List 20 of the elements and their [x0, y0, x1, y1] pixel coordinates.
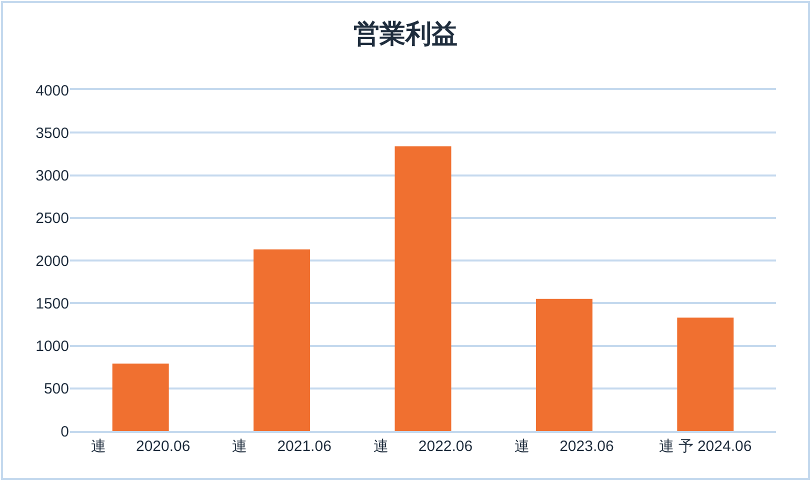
y-tick-label: 1500	[36, 295, 69, 312]
y-tick-label: 2500	[36, 210, 69, 228]
x-tick-label: 連 2020.06	[90, 438, 190, 455]
y-tick-label: 500	[44, 380, 69, 398]
x-tick-label: 連 2021.06	[232, 438, 332, 455]
y-tick-label: 1000	[36, 338, 69, 355]
bar	[677, 318, 734, 431]
y-tick-label: 4000	[36, 82, 69, 100]
bar	[536, 298, 592, 431]
y-tick-label: 0	[60, 423, 69, 440]
y-tick-label: 3000	[36, 168, 69, 184]
bar	[254, 249, 310, 431]
x-tick-label: 連 2023.06	[514, 438, 614, 455]
chart-title: 営業利益	[354, 18, 458, 48]
x-tick-label: 連 予 2024.06	[659, 438, 752, 455]
bar	[394, 146, 452, 431]
y-tick-label: 2000	[36, 252, 69, 270]
bar	[112, 364, 169, 431]
x-tick-label: 連 2022.06	[373, 438, 473, 455]
y-tick-label: 3500	[36, 124, 69, 142]
